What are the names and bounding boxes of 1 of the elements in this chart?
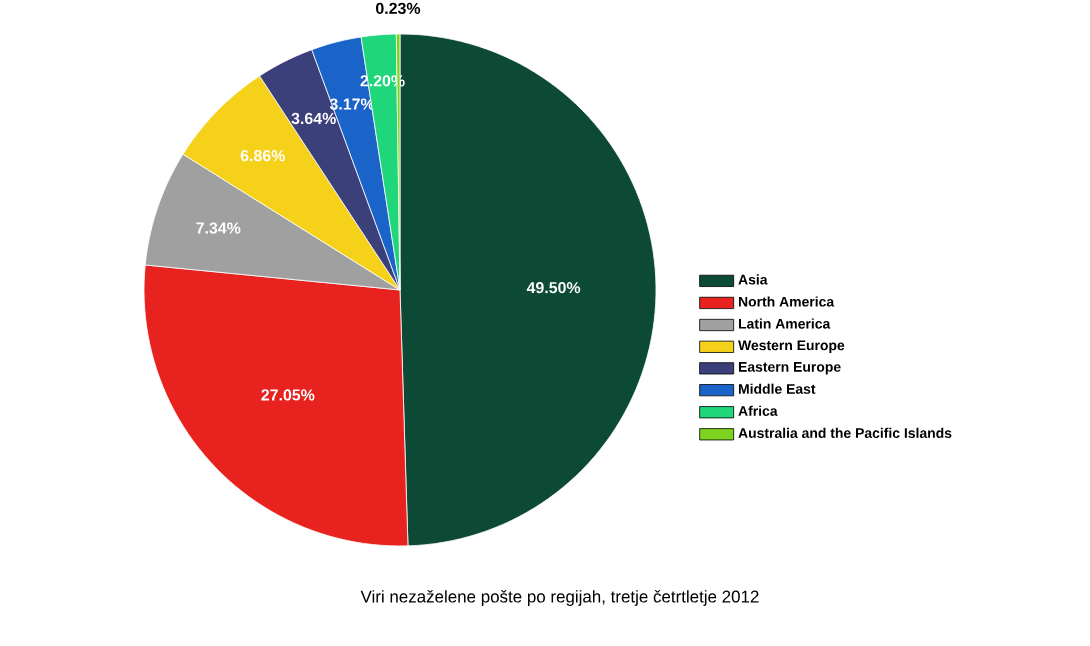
text: Viri nezaželene pošte po regijah, tretje četrtletje 2012 [360, 590, 759, 606]
